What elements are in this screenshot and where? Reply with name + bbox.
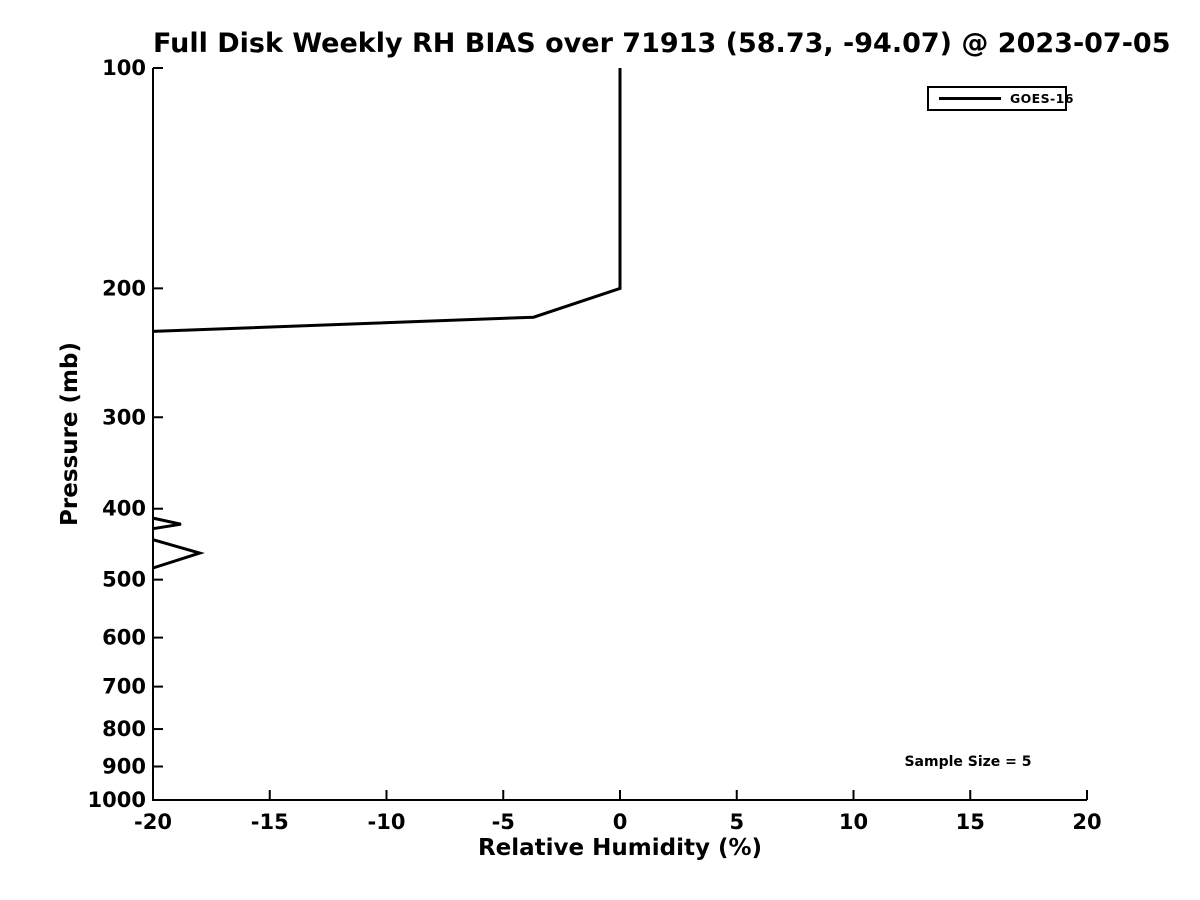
x-tick-label: -15 (251, 810, 289, 834)
chart-title: Full Disk Weekly RH BIAS over 71913 (58.… (153, 28, 1171, 59)
x-tick-label: 5 (729, 810, 744, 834)
y-tick-label: 900 (102, 755, 146, 779)
x-tick-label: 10 (839, 810, 868, 834)
sample-size-annotation: Sample Size = 5 (904, 754, 1032, 770)
y-tick-label: 100 (102, 56, 146, 80)
x-tick-label: 15 (956, 810, 985, 834)
y-tick-label: 700 (102, 675, 146, 699)
series-line-goes-16 (152, 538, 205, 570)
y-axis-label: Pressure (mb) (57, 342, 83, 526)
x-tick-label: 0 (613, 810, 628, 834)
y-tick-label: 800 (102, 717, 146, 741)
y-tick-label: 400 (102, 497, 146, 521)
y-tick-label: 600 (102, 626, 146, 650)
x-tick-label: -20 (134, 810, 172, 834)
x-tick-label: 20 (1072, 810, 1101, 834)
series-line-goes-16 (152, 516, 182, 531)
y-tick-label: 1000 (88, 788, 146, 812)
legend-line-sample (939, 97, 1001, 100)
x-tick-label: -5 (492, 810, 515, 834)
x-tick-label: -10 (368, 810, 406, 834)
y-tick-label: 500 (102, 568, 146, 592)
y-tick-label: 200 (102, 276, 146, 300)
y-tick-label: 300 (102, 405, 146, 429)
x-axis-label: Relative Humidity (%) (477, 835, 763, 861)
legend-series-label: GOES-16 (1010, 91, 1074, 106)
series-line-goes-16 (152, 68, 622, 333)
legend-box: GOES-16 (927, 86, 1073, 111)
